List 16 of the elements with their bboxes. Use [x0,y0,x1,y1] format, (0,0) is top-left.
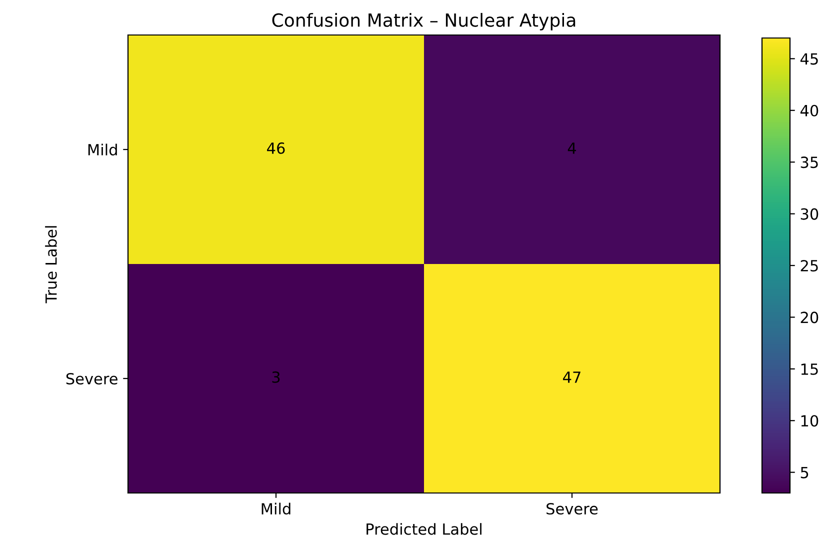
color-bar-label: 15 [801,364,818,375]
data-label: 47 [563,372,580,383]
chart-title: Confusion Matrix – Nuclear Atypia [272,12,576,30]
data-label: 4 [568,142,576,154]
x-axis-title: Predicted Label [366,523,482,535]
color-bar-label: 30 [800,208,818,220]
data-label: 46 [267,142,285,154]
color-bar-label: 25 [800,260,818,272]
color-bar-label: 40 [800,104,818,116]
color-bar-label: 35 [800,156,818,168]
data-label: 3 [272,371,280,383]
color-bar-label: 10 [801,415,818,427]
y-axis-title: True Label [45,226,57,304]
color-bar-label: 20 [800,312,818,324]
color-bar-label: 45 [800,53,818,65]
color-bar-label: 5 [800,466,808,478]
